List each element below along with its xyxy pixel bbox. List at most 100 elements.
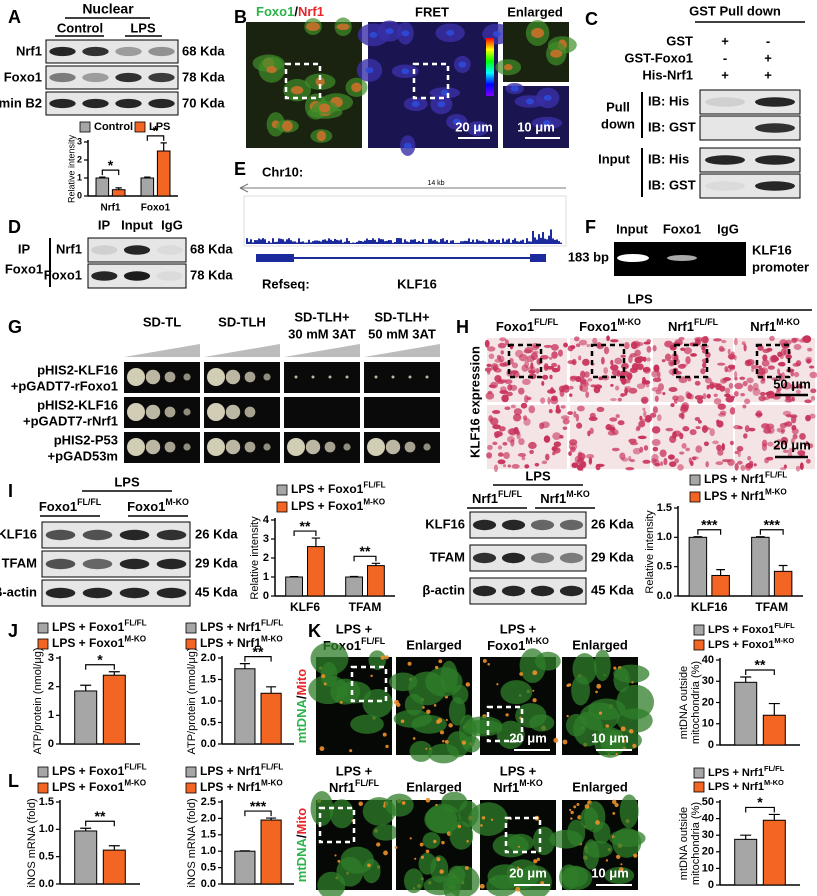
coverage-bar xyxy=(262,238,264,244)
blot-band xyxy=(82,98,109,109)
column-label: IP xyxy=(98,217,111,232)
stain xyxy=(685,391,690,399)
mito-dot xyxy=(412,737,416,740)
stain xyxy=(651,426,661,434)
cell xyxy=(428,743,460,764)
cell xyxy=(565,713,587,737)
coverage-bar xyxy=(516,241,518,244)
legend-label: LPS + Foxo1FL/FL xyxy=(708,621,795,636)
column-title: LPS + xyxy=(500,763,537,778)
coverage-bar xyxy=(544,238,546,244)
coverage-bar xyxy=(294,241,296,244)
y-tick-label: 0 xyxy=(77,190,82,200)
significance: ** xyxy=(360,543,371,559)
y-tick-label: 0 xyxy=(48,738,54,750)
yeast-spot xyxy=(311,375,315,379)
text-part: M-KO xyxy=(525,636,549,646)
coverage-bar xyxy=(428,239,430,244)
text-part: Nrf1 xyxy=(750,319,776,334)
text-part: Mito xyxy=(294,808,309,835)
stain xyxy=(792,433,798,440)
coverage-bar xyxy=(372,238,374,244)
legend-swatch xyxy=(185,638,197,650)
cell xyxy=(616,708,653,733)
stain xyxy=(623,341,630,350)
coverage-bar xyxy=(430,238,432,244)
yeast-spot xyxy=(294,375,298,379)
coverage-bar xyxy=(410,239,412,244)
coverage-bar xyxy=(486,242,488,244)
stain xyxy=(733,391,739,397)
stain xyxy=(620,393,626,397)
mito-dot xyxy=(465,682,471,687)
y-axis-label: ATP/protein (nmol/μg) xyxy=(32,647,44,754)
row-label: GST-Foxo1 xyxy=(624,50,693,65)
cell xyxy=(613,667,630,693)
y-tick-label: 1 xyxy=(263,571,269,583)
y-tick-label: 2 xyxy=(77,154,82,164)
y-tick-label: 1 xyxy=(77,172,82,182)
y-tick-label: 1.5 xyxy=(39,796,54,808)
row-label: Foxo1 xyxy=(4,69,42,84)
stain xyxy=(746,377,754,384)
group-label: down xyxy=(601,116,635,131)
stain xyxy=(500,350,504,355)
stain xyxy=(783,464,787,469)
coverage-bar xyxy=(308,239,310,244)
stain xyxy=(728,382,734,389)
stain xyxy=(628,355,633,364)
mito-dot xyxy=(532,698,537,703)
nucleus xyxy=(316,130,327,142)
coverage-bar xyxy=(474,242,476,244)
stain xyxy=(526,355,535,363)
error-bar xyxy=(371,562,381,566)
cell xyxy=(593,649,611,682)
text-part: M-KO xyxy=(566,489,590,499)
coverage-bar xyxy=(398,238,400,244)
significance: * xyxy=(757,794,763,810)
legend-swatch xyxy=(37,622,49,634)
legend-swatch xyxy=(693,781,705,793)
stain xyxy=(611,447,620,452)
stain xyxy=(790,383,796,391)
coverage-bar xyxy=(382,239,384,244)
mito-dot xyxy=(615,752,618,756)
legend-swatch xyxy=(693,624,705,636)
blot-band xyxy=(91,271,118,281)
text-part: M-KO xyxy=(261,635,283,644)
blot-band xyxy=(148,98,175,109)
stain xyxy=(809,365,815,369)
stain xyxy=(549,356,553,360)
stain xyxy=(653,364,660,373)
coverage-bar xyxy=(528,241,530,244)
stain xyxy=(643,445,649,451)
yeast-spot xyxy=(145,404,161,420)
dilution-wedge xyxy=(364,344,440,357)
bar xyxy=(74,830,98,885)
row-label: pHIS2-KLF16 xyxy=(37,397,118,412)
stain xyxy=(524,346,534,354)
mito-dot xyxy=(433,839,437,844)
stain xyxy=(575,413,580,422)
stain xyxy=(669,435,677,444)
dilution-wedge xyxy=(204,344,280,357)
stain xyxy=(781,428,786,433)
stain xyxy=(560,415,570,420)
coverage-bar xyxy=(264,239,266,244)
stain xyxy=(543,435,551,443)
mito-dot xyxy=(621,739,626,743)
stain xyxy=(718,345,725,352)
stain xyxy=(568,451,572,456)
scale-label: 10 μm xyxy=(591,730,629,745)
y-axis-label: mtDNA outside xyxy=(678,666,690,739)
y-tick-label: 1.0 xyxy=(39,823,54,835)
stain xyxy=(551,362,558,368)
stain xyxy=(617,420,625,426)
stain xyxy=(543,363,549,372)
stain xyxy=(618,370,628,377)
blot-band xyxy=(530,519,555,531)
significance: ** xyxy=(300,518,311,534)
stain xyxy=(562,384,570,390)
stain xyxy=(733,337,738,346)
text-part: M-KO xyxy=(765,488,787,497)
